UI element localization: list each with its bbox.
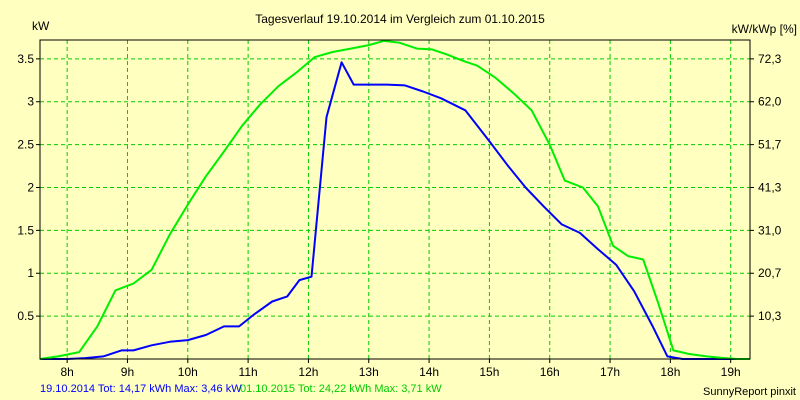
y-axis-left-label: kW (32, 19, 50, 33)
y-right-tick-label-2: 31,0 (758, 223, 782, 237)
chart-title: Tagesverlauf 19.10.2014 im Vergleich zum… (255, 12, 545, 26)
x-tick-label-0: 8h (60, 365, 73, 379)
y-axis-right-label: kW/kWp [%] (732, 22, 797, 36)
y-left-tick-label-3: 2 (27, 180, 34, 194)
y-right-tick-label-6: 72,3 (758, 52, 782, 66)
x-tick-label-8: 16h (540, 365, 560, 379)
y-right-tick-label-5: 62,0 (758, 95, 782, 109)
x-tick-label-3: 11h (239, 365, 258, 379)
x-tick-label-11: 19h (721, 365, 741, 379)
y-right-tick-label-4: 51,7 (758, 138, 782, 152)
y-right-tick-label-1: 20,7 (758, 266, 782, 280)
legend-series2-summary: 01.10.2015 Tot: 24,22 kWh Max: 3,71 kW (240, 383, 442, 395)
x-tick-label-10: 18h (660, 365, 680, 379)
y-left-tick-label-0: 0.5 (17, 309, 34, 323)
x-tick-label-4: 12h (298, 365, 318, 379)
grid-lines (40, 40, 750, 359)
y-right-tick-label-0: 10,3 (758, 309, 782, 323)
x-tick-label-2: 10h (178, 365, 198, 379)
series-line-1 (40, 61, 750, 360)
y-left-tick-label-4: 2.5 (17, 138, 34, 152)
series-line-2 (39, 39, 750, 360)
legend-series1-summary: 19.10.2014 Tot: 14,17 kWh Max: 3,46 kW (40, 383, 242, 395)
y-left-tick-label-6: 3.5 (17, 52, 34, 66)
y-left-tick-label-1: 1 (27, 266, 34, 280)
x-tick-label-5: 13h (359, 365, 379, 379)
credit-text: SunnyReport pinxit (703, 386, 796, 398)
x-tick-label-6: 14h (419, 365, 439, 379)
y-right-tick-label-3: 41,3 (758, 180, 782, 194)
y-left-tick-label-2: 1.5 (17, 223, 34, 237)
axis-ticks: 8h 9h 10h 11h 12h 13h 14h 15h 16h 17h 18h 19h 0.5 1 1.… (17, 52, 781, 379)
x-tick-label-7: 15h (479, 365, 499, 379)
series-lines (39, 39, 750, 360)
y-left-tick-label-5: 3 (27, 95, 34, 109)
plot-border (39, 39, 751, 360)
x-tick-label-9: 17h (600, 365, 620, 379)
x-tick-label-1: 9h (121, 365, 134, 379)
